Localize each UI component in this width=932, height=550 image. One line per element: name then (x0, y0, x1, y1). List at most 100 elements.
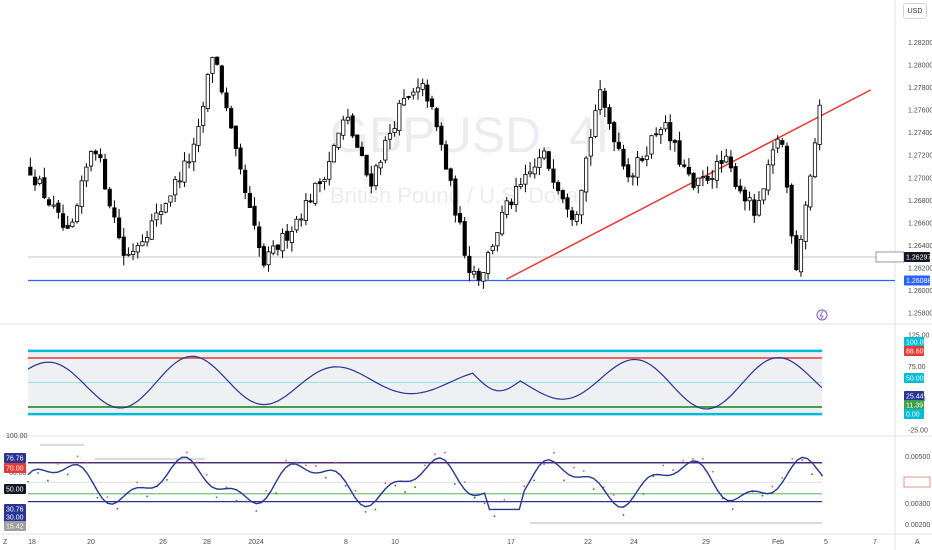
osc1-tag: 11.39 (906, 403, 923, 410)
candle-body (51, 204, 56, 207)
candle-body (84, 166, 89, 182)
osc1-tag-box (904, 346, 924, 356)
osc2-dot (295, 461, 297, 464)
candle-body (537, 157, 542, 168)
candle-body (42, 177, 47, 199)
candle-body (79, 180, 84, 207)
candle-body (364, 154, 369, 176)
candle-body (443, 144, 449, 170)
candle-body (635, 157, 640, 178)
osc2-left-tag-box (4, 521, 26, 531)
price-level-lines[interactable] (28, 89, 895, 321)
osc2-dot (285, 459, 287, 462)
candle-body (56, 202, 61, 213)
currency-button[interactable]: USD (903, 3, 927, 19)
osc2-dot (314, 465, 317, 467)
candle-body (565, 197, 570, 210)
candle-body (784, 145, 790, 188)
candle-body (556, 182, 561, 192)
candle-body (275, 244, 280, 250)
candle-body (747, 197, 752, 202)
candle-body (350, 115, 355, 137)
osc2-dot (225, 486, 228, 489)
candle-body (93, 150, 98, 155)
osc1-line (27, 355, 823, 410)
candle-body (621, 148, 626, 167)
candle-body (700, 176, 705, 179)
osc2-dot (215, 496, 218, 499)
candle-body (499, 212, 505, 235)
osc2-dot (205, 473, 208, 476)
osc2-dot (245, 500, 248, 503)
candle-body (303, 200, 308, 221)
last-price-symbol-tag: GBPUSD (878, 254, 908, 261)
candle-body (658, 129, 663, 136)
osc2-dot (702, 457, 704, 460)
candle-body (74, 205, 80, 223)
candle-body (532, 166, 537, 175)
candle-body (462, 221, 467, 256)
candle-body (28, 166, 33, 176)
candle-body (411, 91, 416, 96)
support-price-tag-box (904, 275, 930, 286)
osc1-tag-box (904, 409, 924, 419)
candle-body (677, 140, 682, 165)
candle-body (518, 184, 523, 187)
osc2-dot (265, 489, 268, 492)
candle-body (135, 245, 140, 253)
candle-body (187, 161, 192, 164)
osc2-dot (563, 479, 565, 482)
price-tick-label: 1.27600 (908, 108, 932, 115)
osc2-dot (275, 492, 278, 495)
osc2-dot (801, 459, 804, 461)
candle-body (574, 214, 579, 222)
candle-body (98, 154, 103, 159)
osc2-right-tag-box (904, 477, 930, 487)
candle-body (471, 271, 477, 275)
candle-body (728, 156, 734, 169)
osc2-right-tick: 0.00200 (905, 522, 930, 529)
auto-scale-corner-label: A (915, 539, 920, 546)
osc2-dot (434, 453, 436, 456)
candle-body (434, 108, 439, 128)
candle-body (448, 168, 453, 181)
osc2-dot (622, 514, 625, 516)
candle-body (457, 213, 463, 223)
candle-body (672, 140, 677, 143)
candle-body (341, 119, 346, 136)
osc2-left-tag-box (4, 484, 26, 494)
candle-body (733, 166, 738, 187)
candle-body (313, 182, 318, 204)
candle-body (425, 84, 430, 102)
candle-body (163, 203, 168, 213)
osc2-left-tag-box (4, 463, 26, 473)
candle-body (789, 184, 794, 237)
osc2-dot (255, 510, 258, 512)
candle-body (336, 132, 341, 148)
osc2-dot (443, 451, 446, 454)
osc2-right-tag: 0.00193 (906, 480, 931, 487)
time-axis-label: Feb (772, 539, 784, 546)
candle-body (102, 158, 108, 190)
candle-body (145, 236, 150, 243)
candle-body (191, 143, 196, 163)
time-axis-label: 7 (873, 539, 877, 546)
candle-body (756, 200, 762, 216)
candle-body (691, 172, 696, 188)
osc2-dot (761, 494, 764, 497)
candle-body (817, 104, 822, 145)
candle-body (116, 217, 122, 239)
candle-body (616, 141, 621, 149)
osc2-left-tag-box (4, 504, 26, 514)
osc2-dot (404, 491, 407, 493)
last-price-tag: 1.26297 (906, 254, 931, 261)
osc2-dot (463, 481, 466, 483)
osc2-dot (791, 458, 794, 460)
candle-body (686, 166, 691, 175)
candle-body (121, 236, 126, 256)
osc2-dot (166, 478, 168, 481)
candle-body (490, 245, 495, 251)
osc2-right-tick: 0.00300 (905, 501, 930, 508)
